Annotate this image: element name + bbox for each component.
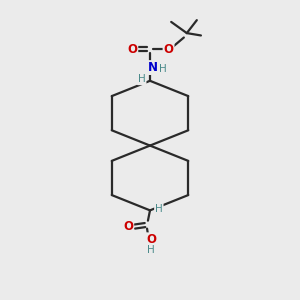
Text: H: H	[138, 74, 146, 84]
Text: O: O	[146, 233, 156, 246]
Text: H: H	[155, 204, 163, 214]
Text: O: O	[123, 220, 133, 233]
Text: N: N	[148, 61, 158, 74]
Text: O: O	[164, 43, 174, 56]
Text: O: O	[127, 43, 137, 56]
Text: H: H	[147, 245, 155, 255]
Text: H: H	[159, 64, 167, 74]
